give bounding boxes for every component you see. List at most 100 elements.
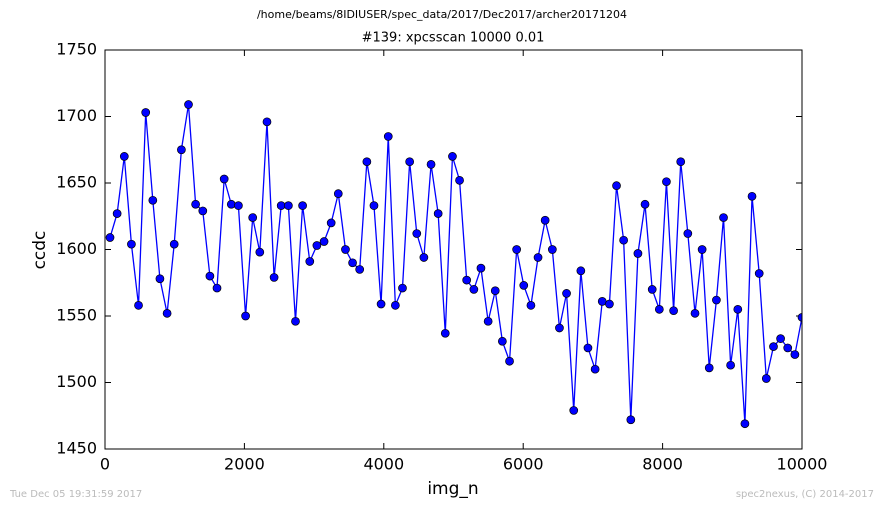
data-point bbox=[740, 419, 750, 429]
data-point bbox=[383, 132, 393, 141]
data-point bbox=[191, 199, 200, 209]
data-point bbox=[640, 199, 650, 209]
data-point bbox=[761, 374, 771, 383]
data-point bbox=[647, 285, 657, 294]
header: /home/beams/8IDIUSER/spec_data/2017/Dec2… bbox=[257, 8, 627, 21]
data-point bbox=[555, 323, 564, 333]
data-point bbox=[284, 201, 293, 210]
data-point bbox=[619, 235, 628, 245]
data-point bbox=[633, 249, 643, 258]
data-point bbox=[291, 316, 300, 326]
data-point bbox=[448, 152, 457, 161]
data-point bbox=[512, 245, 521, 254]
data-point bbox=[348, 258, 357, 268]
y-axis-label: ccdc bbox=[30, 231, 50, 270]
data-point bbox=[419, 253, 429, 262]
data-point bbox=[105, 233, 115, 242]
data-point bbox=[505, 356, 514, 366]
data-point bbox=[797, 312, 802, 322]
y-tick-label: 1550 bbox=[56, 306, 97, 325]
data-point bbox=[769, 342, 778, 351]
data-point bbox=[597, 297, 607, 306]
data-point bbox=[790, 350, 800, 359]
y-tick-label: 1700 bbox=[56, 106, 97, 125]
data-point bbox=[547, 245, 557, 254]
y-tick-label: 1750 bbox=[56, 40, 97, 59]
data-point bbox=[569, 406, 579, 415]
data-point bbox=[212, 283, 222, 293]
x-tick-label: 6000 bbox=[503, 455, 544, 474]
data-point bbox=[562, 289, 571, 298]
data-point bbox=[498, 336, 507, 346]
x-tick-label: 0 bbox=[100, 455, 110, 474]
data-point bbox=[726, 360, 735, 370]
x-tick-label: 10000 bbox=[777, 455, 828, 474]
data-point bbox=[433, 209, 443, 218]
data-point bbox=[605, 299, 614, 309]
x-tick-label: 8000 bbox=[642, 455, 683, 474]
data-point bbox=[583, 343, 593, 353]
data-point bbox=[654, 305, 664, 314]
data-point bbox=[177, 145, 186, 155]
data-point bbox=[226, 199, 236, 209]
data-point bbox=[590, 364, 600, 374]
data-point bbox=[676, 157, 686, 167]
data-point bbox=[162, 308, 172, 318]
data-point bbox=[184, 100, 193, 109]
data-point bbox=[612, 181, 621, 191]
data-point bbox=[112, 209, 122, 218]
y-tick-label: 1450 bbox=[56, 439, 97, 458]
footer-left: Tue Dec 05 19:31:59 2017 bbox=[9, 489, 142, 500]
footer-right: spec2nexus, (C) 2014-2017 bbox=[736, 489, 874, 500]
data-point bbox=[455, 175, 464, 185]
y-tick-label: 1600 bbox=[56, 239, 97, 258]
data-point bbox=[134, 301, 143, 310]
data-point bbox=[341, 245, 350, 254]
data-point bbox=[412, 229, 422, 238]
data-point bbox=[326, 218, 336, 228]
data-point bbox=[241, 311, 250, 321]
data-point bbox=[469, 285, 479, 294]
x-tick-label: 4000 bbox=[363, 455, 404, 474]
data-point bbox=[219, 174, 229, 184]
data-point bbox=[426, 160, 436, 169]
data-point bbox=[662, 177, 671, 187]
data-point bbox=[362, 157, 372, 167]
data-point bbox=[205, 271, 215, 281]
data-point bbox=[369, 201, 379, 210]
data-point bbox=[719, 213, 728, 222]
plot-frame bbox=[104, 49, 803, 450]
data-point bbox=[754, 269, 764, 278]
data-point bbox=[690, 308, 700, 318]
data-point bbox=[269, 273, 279, 282]
data-point bbox=[476, 263, 486, 273]
data-point bbox=[576, 266, 586, 276]
data-point bbox=[262, 117, 272, 127]
data-point bbox=[276, 201, 286, 210]
data-point bbox=[533, 253, 543, 262]
data-point bbox=[148, 195, 158, 205]
data-point bbox=[490, 286, 500, 296]
data-point bbox=[391, 301, 400, 310]
data-point bbox=[440, 328, 450, 338]
data-point bbox=[683, 229, 693, 238]
data-point bbox=[333, 189, 343, 198]
data-point bbox=[355, 265, 365, 274]
data-point bbox=[526, 301, 536, 310]
y-tick-label: 1500 bbox=[56, 372, 97, 391]
data-line bbox=[109, 104, 802, 424]
data-point bbox=[248, 213, 258, 222]
data-point bbox=[747, 191, 757, 201]
data-point bbox=[783, 343, 793, 353]
data-point bbox=[255, 247, 265, 257]
data-point bbox=[704, 363, 714, 373]
chart-title: #139: xpcsscan 10000 0.01 bbox=[362, 31, 545, 46]
data-point bbox=[305, 257, 315, 266]
x-tick-label: 2000 bbox=[224, 455, 265, 474]
data-point bbox=[776, 334, 785, 343]
data-point bbox=[483, 316, 493, 326]
y-tick-label: 1650 bbox=[56, 173, 97, 192]
x-axis-label: img_n bbox=[427, 479, 478, 499]
